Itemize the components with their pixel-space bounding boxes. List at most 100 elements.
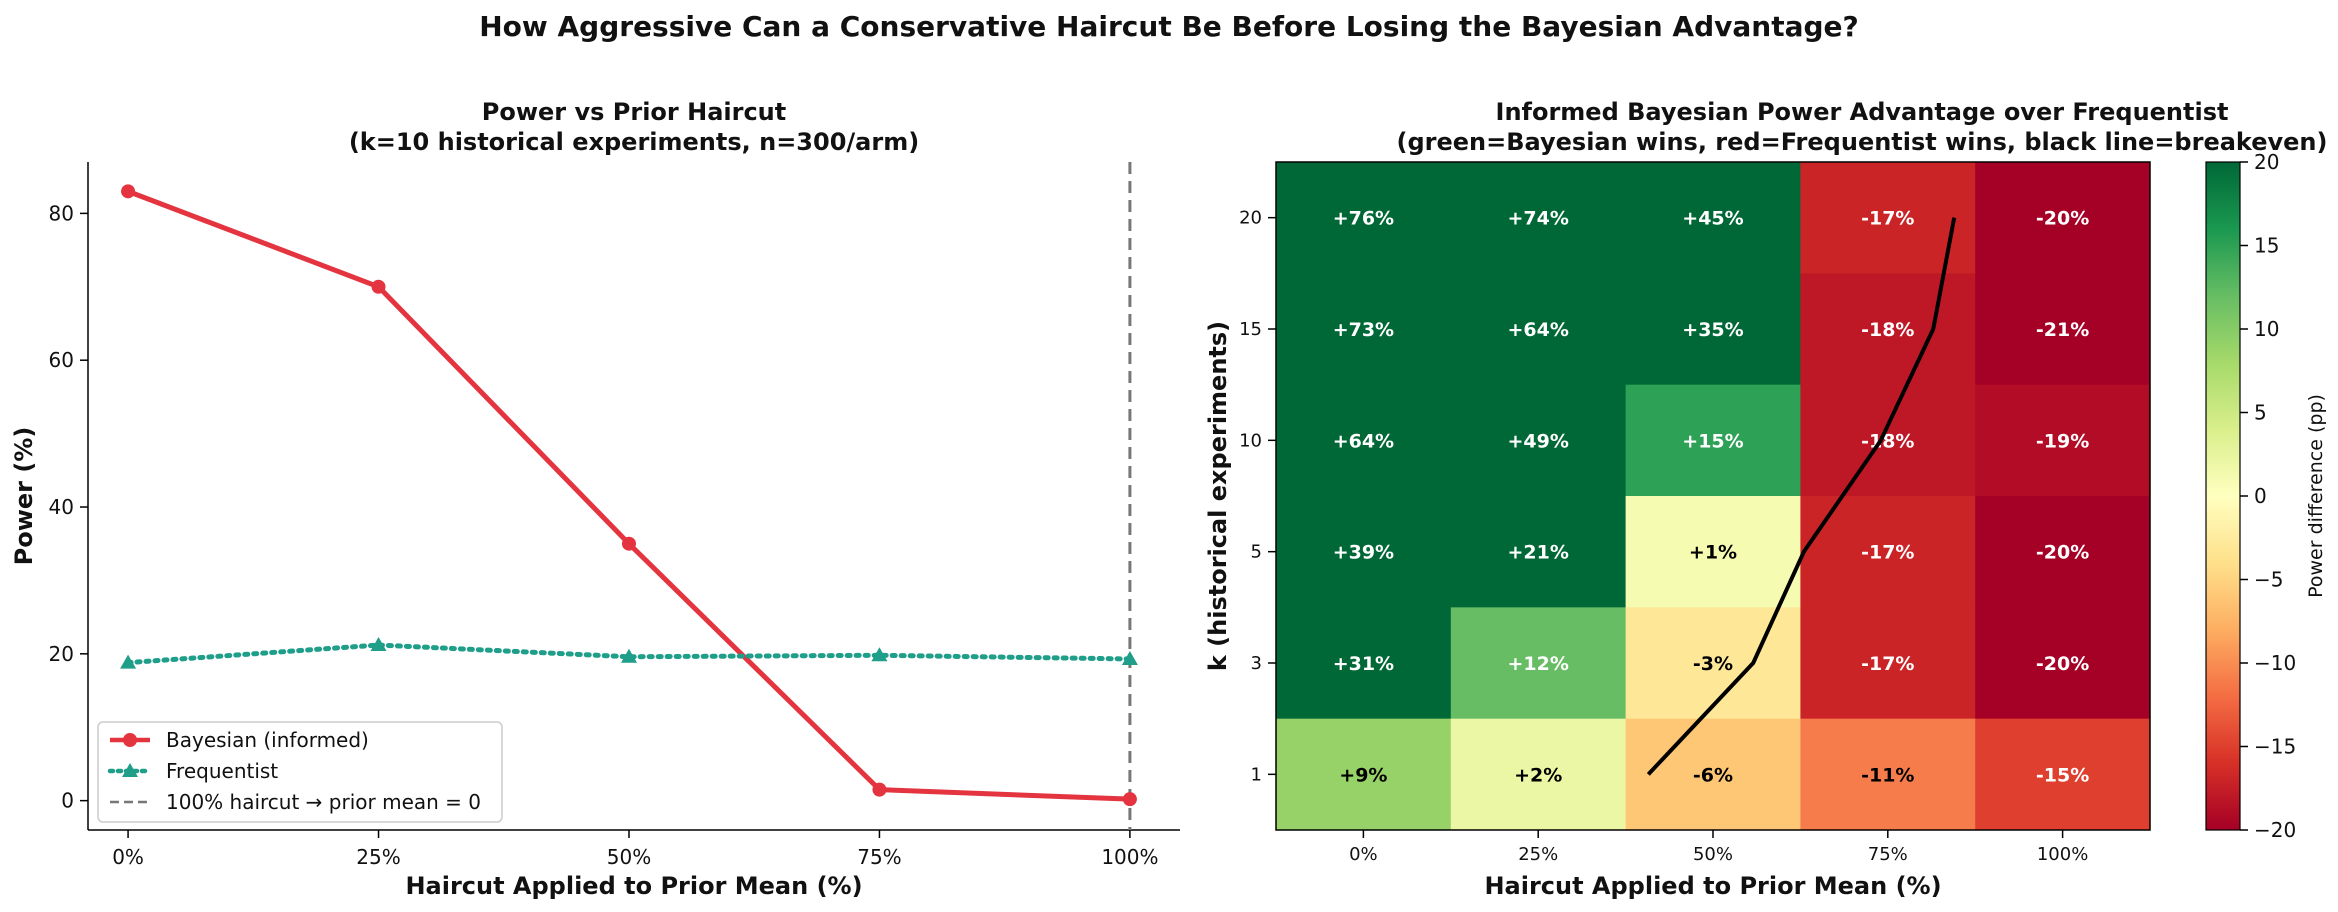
line-chart-point <box>120 654 137 669</box>
heatmap-cell <box>1800 607 1976 720</box>
heatmap-cell <box>1450 718 1627 831</box>
heatmap-cell-label: +49% <box>1507 430 1568 452</box>
line-chart-x-tick-label: 0% <box>112 845 144 869</box>
colorbar-tick-label: 10 <box>2254 317 2279 341</box>
heatmap-cell-label: +76% <box>1333 208 1394 230</box>
heatmap-y-ticks: 20 15 10 5 3 1 <box>1239 208 1276 785</box>
line-chart-point <box>621 536 636 551</box>
colorbar-tick-label: −20 <box>2254 818 2296 842</box>
heatmap-cell-label: +64% <box>1507 319 1568 341</box>
legend-label: 100% haircut → prior mean = 0 <box>166 790 481 814</box>
line-chart-point <box>871 647 888 662</box>
line-chart-point <box>1122 792 1137 807</box>
heatmap-cell-label: -20% <box>2036 208 2089 230</box>
colorbar: 20 15 10 5 0 −5 −10 −15 −20 Power difference (pp) <box>2205 150 2327 842</box>
heatmap-cell <box>1276 162 1452 274</box>
heatmap-cell-label: +64% <box>1333 430 1394 452</box>
heatmap-cell-labels: +76% +74% +45% -17% -20% +73% +64% +35% -18% -21%… <box>1333 208 2090 787</box>
heatmap-cell-label: +12% <box>1507 653 1568 675</box>
heatmap-y-tick-label: 15 <box>1239 319 1262 340</box>
colorbar-bar <box>2205 161 2241 831</box>
heatmap-x-tick-label: 75% <box>1868 844 1908 865</box>
line-chart-x-axis-label: Haircut Applied to Prior Mean (%) <box>405 872 862 900</box>
heatmap-cell <box>1276 384 1452 497</box>
colorbar-tick-label: −10 <box>2254 651 2296 675</box>
colorbar-tick-label: −15 <box>2254 735 2296 759</box>
heatmap-cell <box>1975 607 2151 720</box>
line-chart-x-tick-label: 50% <box>607 845 651 869</box>
legend-swatch-marker <box>122 763 138 777</box>
heatmap-cell <box>1276 718 1452 831</box>
heatmap-cell-label: -17% <box>1861 208 1914 230</box>
heatmap-cell <box>1975 273 2151 386</box>
heatmap-cell-label: -15% <box>2036 764 2089 786</box>
heatmap-cell <box>1800 273 1976 386</box>
heatmap-cell-label: -20% <box>2036 542 2089 564</box>
heatmap-y-tick-label: 5 <box>1251 542 1262 563</box>
heatmap-breakeven-line <box>1646 217 1957 776</box>
heatmap-cell <box>1450 162 1627 274</box>
legend-swatch-marker <box>123 733 137 747</box>
heatmap-cell-label: +1% <box>1689 542 1737 564</box>
heatmap-y-axis-label: k (historical experiments) <box>1204 321 1232 671</box>
heatmap-cell-label: -21% <box>2036 319 2089 341</box>
heatmap-y-tick-label: 3 <box>1251 653 1262 674</box>
heatmap-cell <box>1450 273 1627 386</box>
heatmap-cell-label: +74% <box>1507 208 1568 230</box>
legend-label: Frequentist <box>166 759 278 783</box>
colorbar-tick-label: 20 <box>2254 150 2279 174</box>
line-chart-point <box>121 184 136 199</box>
colorbar-tick-label: 15 <box>2254 234 2279 258</box>
heatmap-cell <box>1625 162 1801 274</box>
heatmap-cell-label: +39% <box>1333 542 1394 564</box>
heatmap-cell <box>1625 496 1801 608</box>
heatmap-cell <box>1450 607 1627 720</box>
legend-frame <box>97 721 503 823</box>
heatmap-cell <box>1625 273 1801 386</box>
heatmap-cell-label: +73% <box>1333 319 1394 341</box>
heatmap-cell <box>1625 384 1801 497</box>
line-chart-y-tick-label: 20 <box>49 642 74 666</box>
heatmap-cell <box>1276 607 1452 720</box>
heatmap-x-tick-label: 25% <box>1518 844 1558 865</box>
heatmap-panel: Informed Bayesian Power Advantage over F… <box>1204 98 2327 900</box>
line-chart-series <box>120 184 1138 807</box>
line-chart-title-line-1: Power vs Prior Haircut <box>482 98 786 126</box>
heatmap-cell <box>1975 384 2151 497</box>
heatmap-cell <box>1276 273 1452 386</box>
line-chart-y-axis-label: Power (%) <box>10 427 38 566</box>
heatmap-y-tick-label: 1 <box>1251 764 1262 785</box>
line-chart-panel: Power vs Prior Haircut (k=10 historical … <box>10 98 1180 900</box>
line-chart-legend: Bayesian (informed) Frequentist 100% hairc… <box>97 721 503 823</box>
heatmap-cell-label: +31% <box>1333 653 1394 675</box>
legend-label: Bayesian (informed) <box>166 728 369 752</box>
heatmap-cell <box>1625 718 1801 831</box>
heatmap-x-tick-label: 100% <box>2037 844 2088 865</box>
line-chart-y-tick-label: 80 <box>49 201 74 225</box>
heatmap-cell-label: -6% <box>1693 764 1733 786</box>
heatmap-cell <box>1975 162 2151 274</box>
colorbar-label: Power difference (pp) <box>2305 394 2327 598</box>
heatmap-cell-label: -18% <box>1861 319 1914 341</box>
line-chart-point <box>872 782 887 797</box>
figure-suptitle: How Aggressive Can a Conservative Haircu… <box>479 10 1859 43</box>
heatmap-title-line-1: Informed Bayesian Power Advantage over F… <box>1496 98 2229 126</box>
line-chart-x-tick-label: 75% <box>857 845 901 869</box>
line-chart-x-tick-label: 100% <box>1101 845 1158 869</box>
line-chart-y-tick-label: 40 <box>49 495 74 519</box>
line-chart-y-tick-label: 60 <box>49 348 74 372</box>
line-chart-y-ticks: 0 20 40 60 80 <box>49 201 88 813</box>
line-chart-point <box>370 637 387 652</box>
line-chart-y-tick-label: 0 <box>61 789 74 813</box>
heatmap-cell <box>1800 718 1976 831</box>
heatmap-title-line-2: (green=Bayesian wins, red=Frequentist wi… <box>1397 128 2328 156</box>
heatmap-cell-label: -18% <box>1861 430 1914 452</box>
heatmap-cell-label: +35% <box>1682 319 1743 341</box>
heatmap-cell-label: -19% <box>2036 430 2089 452</box>
colorbar-tick-label: −5 <box>2254 568 2283 592</box>
heatmap-cell <box>1800 384 1976 497</box>
heatmap-cell-label: -20% <box>2036 653 2089 675</box>
line-chart-x-tick-label: 25% <box>356 845 400 869</box>
heatmap-cell-label: -17% <box>1861 542 1914 564</box>
